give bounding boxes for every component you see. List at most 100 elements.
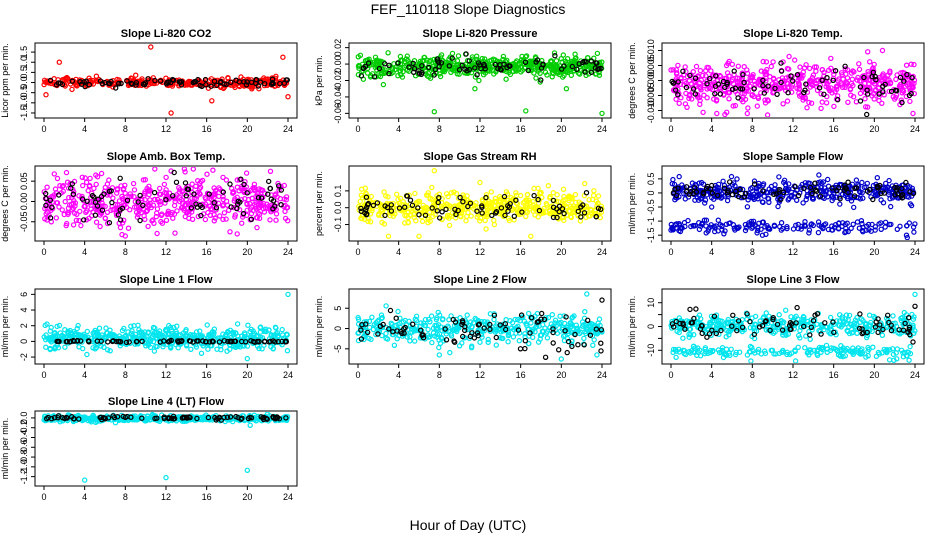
data-point	[538, 77, 544, 83]
data-point	[376, 65, 383, 72]
data-point	[124, 197, 131, 203]
data-point	[598, 206, 604, 212]
data-point	[775, 203, 781, 210]
data-point	[542, 69, 549, 76]
data-point	[483, 226, 489, 232]
data-point	[402, 204, 408, 210]
data-point	[700, 189, 707, 196]
data-point	[869, 73, 875, 80]
data-point	[524, 192, 531, 198]
data-point	[700, 109, 706, 116]
data-point	[128, 193, 134, 199]
data-point	[554, 191, 560, 198]
data-point	[265, 191, 271, 197]
data-point	[569, 194, 575, 200]
data-point	[380, 321, 386, 328]
data-point	[230, 188, 236, 195]
data-point	[563, 203, 570, 210]
data-point	[897, 74, 904, 81]
data-point	[778, 68, 785, 74]
data-point	[267, 185, 274, 192]
data-point	[807, 184, 814, 191]
data-point	[426, 64, 432, 71]
data-point	[116, 198, 123, 204]
data-point	[556, 347, 562, 353]
data-point	[119, 193, 125, 200]
data-point	[729, 191, 736, 198]
data-point	[539, 310, 545, 317]
data-point	[248, 216, 254, 222]
data-point	[126, 339, 132, 345]
data-point	[358, 205, 364, 212]
x-tick-label: 8	[750, 247, 755, 257]
data-point	[102, 215, 109, 221]
x-tick-label: 24	[597, 124, 607, 134]
data-point	[864, 180, 871, 187]
data-point	[280, 54, 286, 60]
data-point	[903, 232, 910, 238]
data-point	[241, 330, 248, 336]
data-point	[676, 220, 682, 227]
data-point	[820, 188, 827, 194]
data-point	[564, 335, 571, 342]
data-point	[907, 98, 913, 105]
data-point	[386, 326, 392, 332]
data-point	[691, 223, 697, 229]
data-point	[894, 87, 900, 94]
data-point	[734, 225, 740, 232]
data-point	[257, 329, 264, 335]
data-point	[668, 221, 675, 228]
data-point	[389, 331, 396, 338]
x-tick-label: 0	[355, 247, 360, 257]
data-point	[191, 191, 197, 197]
data-point	[56, 59, 63, 65]
data-point	[374, 318, 381, 324]
data-point	[124, 78, 130, 84]
data-point	[506, 217, 512, 224]
data-point	[443, 206, 449, 212]
data-point	[911, 61, 917, 68]
data-point	[152, 196, 158, 203]
data-point	[683, 184, 690, 190]
data-point	[669, 78, 675, 85]
data-point	[829, 187, 835, 194]
data-point	[157, 78, 164, 84]
data-point	[128, 323, 134, 329]
data-point	[209, 98, 215, 104]
data-point	[709, 86, 716, 93]
data-point	[778, 60, 784, 66]
data-point	[760, 188, 766, 194]
data-point	[421, 57, 427, 64]
data-point	[547, 210, 554, 217]
data-point	[780, 101, 786, 107]
data-point	[892, 192, 898, 198]
x-tick-label: 4	[396, 370, 401, 380]
data-point	[140, 202, 146, 209]
data-point	[371, 74, 378, 80]
data-point	[248, 187, 254, 194]
data-point	[436, 352, 442, 358]
data-point	[190, 167, 196, 172]
x-tick-label: 4	[82, 124, 87, 134]
data-point	[568, 320, 574, 326]
data-point	[798, 186, 804, 192]
data-point	[77, 338, 84, 344]
data-point	[365, 201, 371, 208]
data-point	[538, 332, 545, 338]
data-point	[422, 322, 428, 329]
data-point	[816, 172, 822, 178]
data-point	[427, 75, 434, 81]
data-point	[736, 75, 743, 82]
data-point	[525, 340, 532, 347]
data-point	[675, 79, 681, 85]
data-point	[741, 194, 748, 200]
data-point	[395, 308, 401, 315]
data-point	[64, 179, 71, 185]
data-point	[48, 80, 54, 87]
data-point	[90, 77, 96, 84]
data-point	[844, 75, 851, 81]
data-point	[708, 313, 715, 319]
data-point	[856, 61, 862, 67]
data-point	[771, 222, 778, 228]
